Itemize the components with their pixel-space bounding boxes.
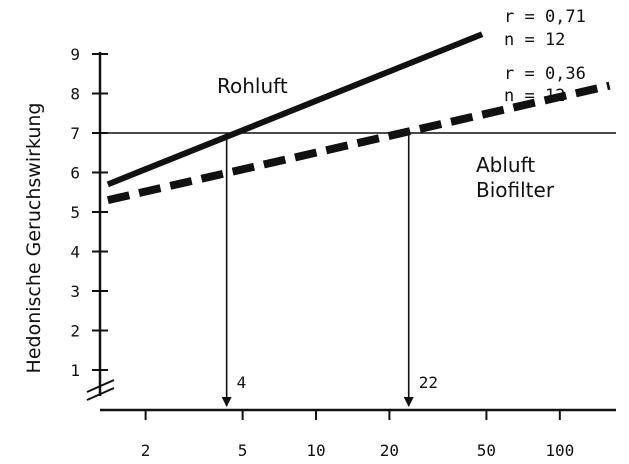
series-label-rohluft: Rohluft xyxy=(217,74,288,98)
x-tick-label: 10 xyxy=(306,441,325,460)
y-ticks: 1 2 3 4 5 6 7 8 9 xyxy=(70,45,108,380)
abluft-n-annotation: n = 12 xyxy=(504,86,565,106)
series-label-abluft-line2: Biofilter xyxy=(476,178,555,202)
abluft-r-annotation: r = 0,36 xyxy=(504,64,586,84)
drop-line-label: 22 xyxy=(419,373,438,392)
axis-break-mark xyxy=(86,379,115,401)
x-tick-label: 5 xyxy=(238,441,248,460)
y-tick-label: 9 xyxy=(70,45,80,64)
y-tick-label: 4 xyxy=(70,243,80,262)
y-tick-label: 7 xyxy=(70,124,80,143)
x-tick-label: 100 xyxy=(545,441,574,460)
rohluft-r-annotation: r = 0,71 xyxy=(504,7,586,27)
drop-line-label: 4 xyxy=(237,373,247,392)
y-tick-label: 2 xyxy=(70,322,80,341)
series-line-rohluft xyxy=(106,31,484,188)
y-tick-label: 5 xyxy=(70,203,80,222)
series-group xyxy=(106,31,611,205)
y-axis-title: Hedonische Geruchswirkung xyxy=(23,103,45,374)
series-line-abluft-biofilter xyxy=(106,81,611,205)
x-tick-label: 50 xyxy=(477,441,496,460)
y-tick-label: 6 xyxy=(70,164,80,183)
y-tick-label: 8 xyxy=(70,85,80,104)
x-tick-label: 2 xyxy=(141,441,151,460)
y-tick-label: 1 xyxy=(70,361,80,380)
x-ticks: 2 5 10 20 50 100 xyxy=(141,410,574,460)
x-tick-label: 20 xyxy=(380,441,399,460)
rohluft-n-annotation: n = 12 xyxy=(504,30,565,50)
drop-lines: 4 22 xyxy=(221,133,438,407)
series-label-abluft-line1: Abluft xyxy=(476,153,535,177)
y-tick-label: 3 xyxy=(70,282,80,301)
